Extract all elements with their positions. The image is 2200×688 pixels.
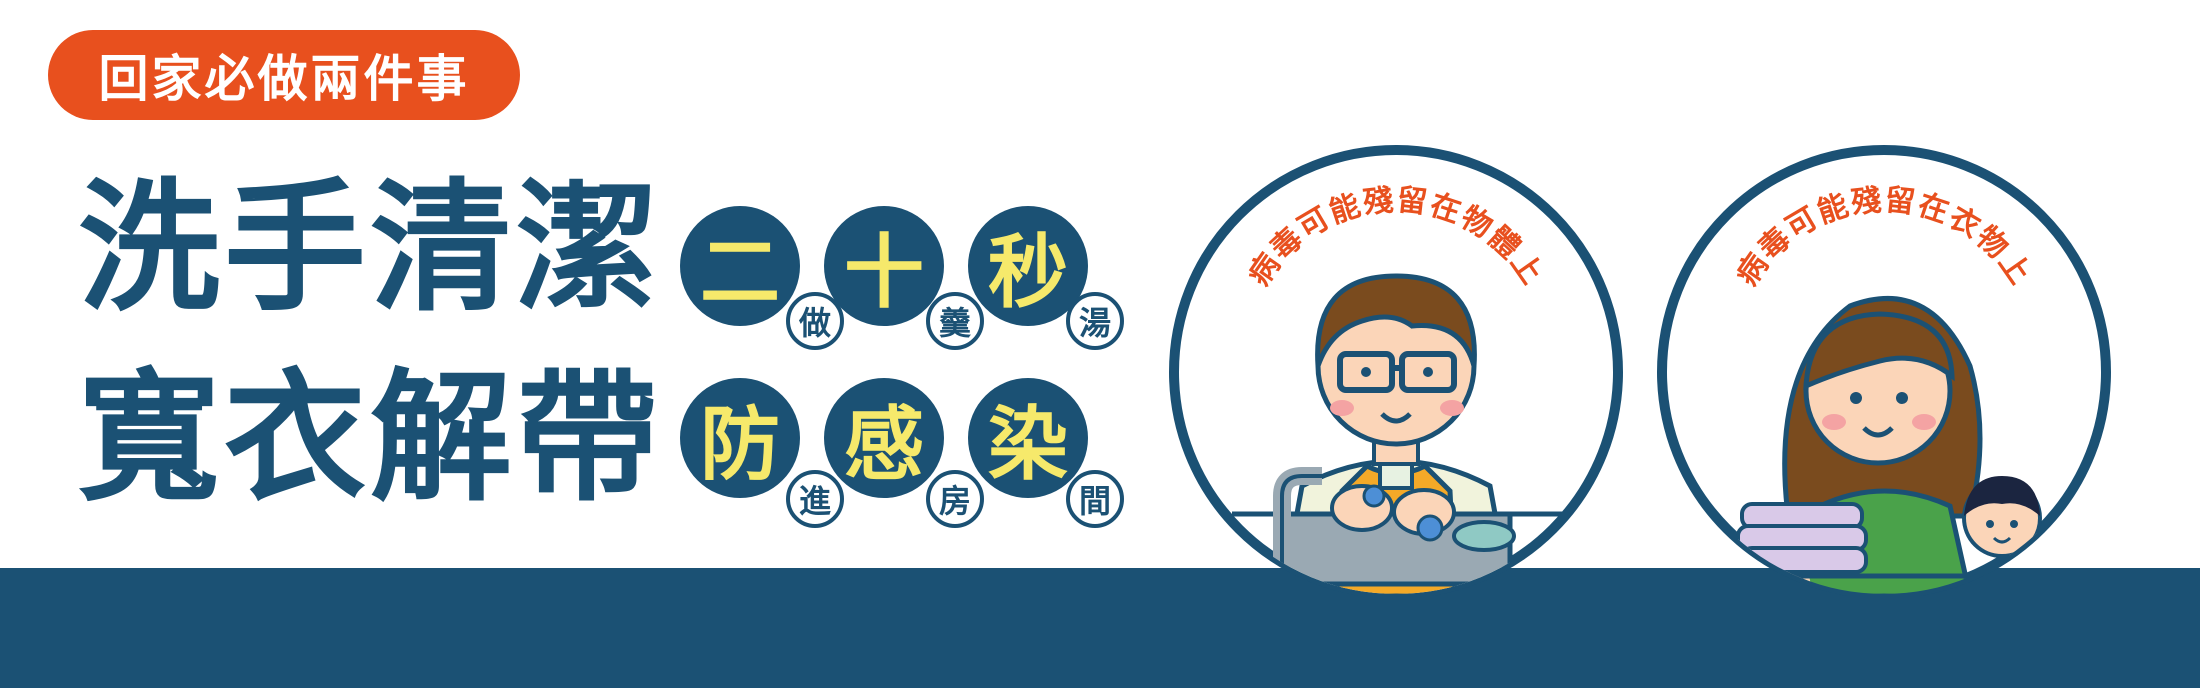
slogan-small-char: 湯 [1066,292,1124,350]
slogan-small-char: 做 [786,292,844,350]
slogan-big-char: 十 [824,206,944,326]
slogan-big-char: 秒 [968,206,1088,326]
tag-label: 回家必做兩件事 [98,50,470,108]
slogan-small-char: 羹 [926,292,984,350]
laundry-illustration: 病毒可能殘留在衣物上 [1657,145,2111,596]
title-undress: 寬衣解帶 [78,356,662,521]
slogan-small-char: 房 [926,470,984,528]
slogan-small-char: 進 [786,470,844,528]
handwashing-illustration: 病毒可能殘留在物體上 [1169,145,1623,596]
title-handwash: 洗手清潔 [78,166,662,331]
slogan-big-char: 二 [680,206,800,326]
slogan-small-char: 間 [1066,470,1124,528]
handwashing-scene-icon [1232,273,1562,594]
slogan-big-char: 感 [824,378,944,498]
slogan-big-char: 防 [680,378,800,498]
tag-pill: 回家必做兩件事 [48,30,520,120]
slogan-big-char: 染 [968,378,1088,498]
